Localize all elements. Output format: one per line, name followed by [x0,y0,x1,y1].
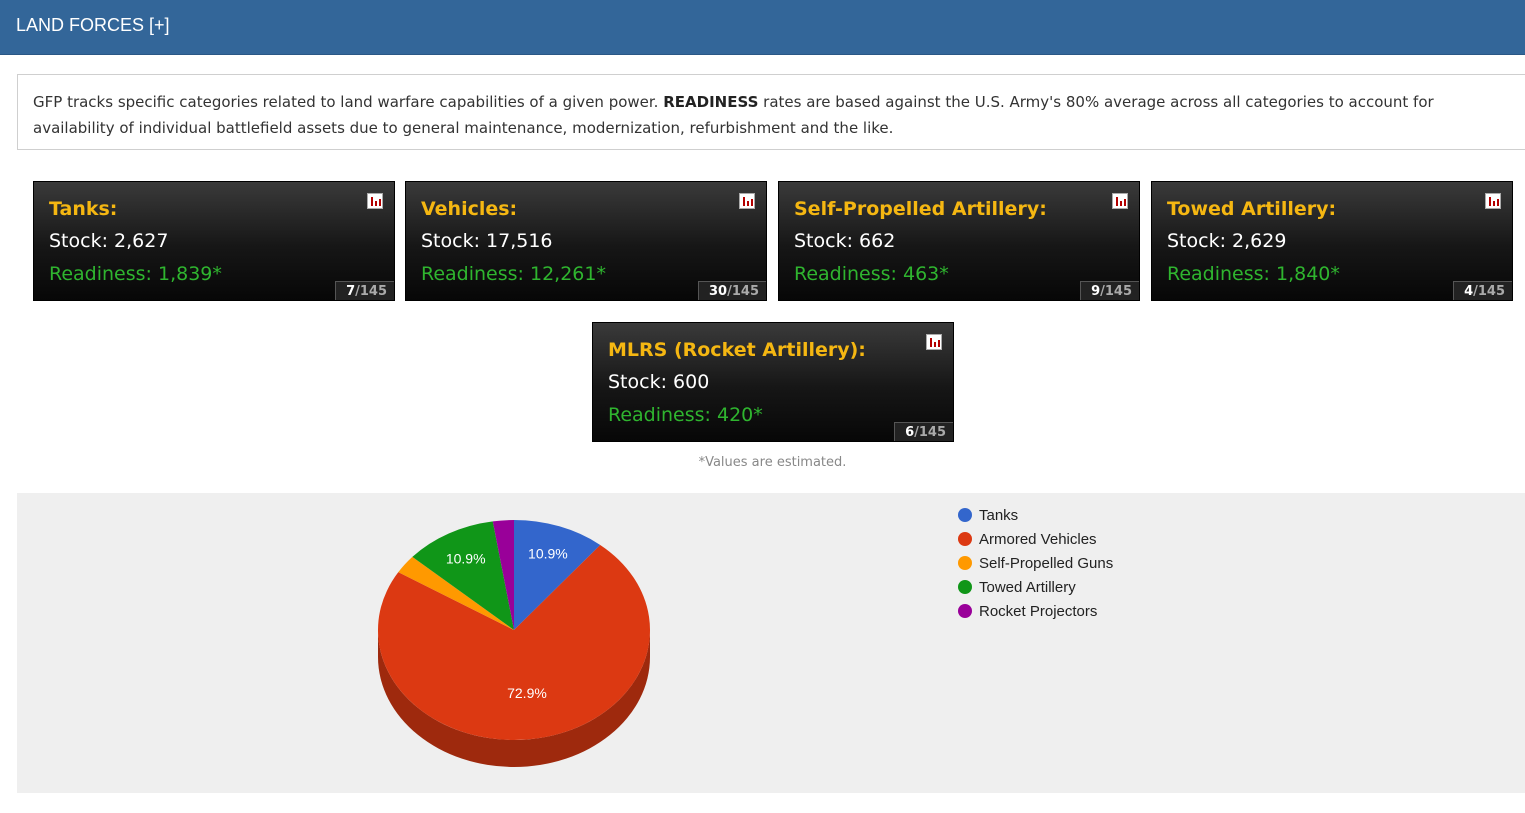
intro-text-bold: READINESS [663,93,759,111]
bar-chart-icon[interactable] [1485,193,1501,209]
rank-badge: 30/145 [698,281,766,300]
rank-total: /145 [1100,284,1132,299]
legend-label: Tanks [979,507,1019,524]
rank-badge: 6/145 [894,422,953,441]
legend-label: Towed Artillery [979,579,1076,596]
intro-text-end: rates are based against the U.S. Army's … [33,93,1434,137]
rank-badge: 7/145 [335,281,394,300]
legend-item-tanks[interactable]: Tanks [958,507,1113,531]
card-stock: Stock: 17,516 [421,230,553,252]
bar-chart-icon[interactable] [1112,193,1128,209]
land-forces-toggle[interactable]: LAND FORCES [+] [16,15,170,35]
card-readiness: Readiness: 12,261* [421,263,606,285]
bar-chart-icon[interactable] [926,334,942,350]
card-readiness: Readiness: 463* [794,263,949,285]
estimate-note: *Values are estimated. [698,455,847,470]
card-stock: Stock: 2,627 [49,230,169,252]
intro-text-start: GFP tracks specific categories related t… [33,93,664,111]
rank-value: 30 [709,284,728,299]
rank-value: 9 [1091,284,1101,299]
section-header: LAND FORCES [+] [0,0,1525,55]
rank-value: 7 [346,284,356,299]
rank-badge: 9/145 [1080,281,1139,300]
legend-label: Armored Vehicles [979,531,1097,548]
intro-text: GFP tracks specific categories related t… [17,74,1525,150]
legend-dot [958,532,972,546]
towed-artillery-card: Towed Artillery: Stock: 2,629 Readiness:… [1151,181,1513,301]
legend-label: Self-Propelled Guns [979,555,1114,572]
card-readiness: Readiness: 1,840* [1167,263,1340,285]
self-propelled-artillery-card: Self-Propelled Artillery: Stock: 662 Rea… [778,181,1140,301]
rank-total: /145 [914,425,946,440]
card-title: Vehicles: [421,198,518,220]
card-stock: Stock: 600 [608,371,710,393]
card-stock: Stock: 662 [794,230,896,252]
bar-chart-icon[interactable] [739,193,755,209]
legend-dot [958,580,972,594]
rank-total: /145 [727,284,759,299]
rank-value: 4 [1464,284,1474,299]
legend-item-rocket-projectors[interactable]: Rocket Projectors [958,603,1113,627]
legend-dot [958,604,972,618]
bar-chart-icon[interactable] [367,193,383,209]
rank-total: /145 [1473,284,1505,299]
card-title: MLRS (Rocket Artillery): [608,339,866,361]
rank-total: /145 [355,284,387,299]
rank-badge: 4/145 [1453,281,1512,300]
card-title: Tanks: [49,198,118,220]
chart-legend: Tanks Armored Vehicles Self-Propelled Gu… [958,507,1113,627]
legend-item-self-propelled-guns[interactable]: Self-Propelled Guns [958,555,1113,579]
card-readiness: Readiness: 420* [608,404,763,426]
rank-value: 6 [905,425,915,440]
card-title: Self-Propelled Artillery: [794,198,1047,220]
vehicles-card: Vehicles: Stock: 17,516 Readiness: 12,26… [405,181,767,301]
card-title: Towed Artillery: [1167,198,1337,220]
legend-item-armored-vehicles[interactable]: Armored Vehicles [958,531,1113,555]
legend-label: Rocket Projectors [979,603,1098,620]
card-stock: Stock: 2,629 [1167,230,1287,252]
tanks-card: Tanks: Stock: 2,627 Readiness: 1,839* 7/… [33,181,395,301]
card-readiness: Readiness: 1,839* [49,263,222,285]
legend-dot [958,556,972,570]
mlrs-card: MLRS (Rocket Artillery): Stock: 600 Read… [592,322,954,442]
legend-dot [958,508,972,522]
chart-panel [17,493,1525,793]
legend-item-towed-artillery[interactable]: Towed Artillery [958,579,1113,603]
